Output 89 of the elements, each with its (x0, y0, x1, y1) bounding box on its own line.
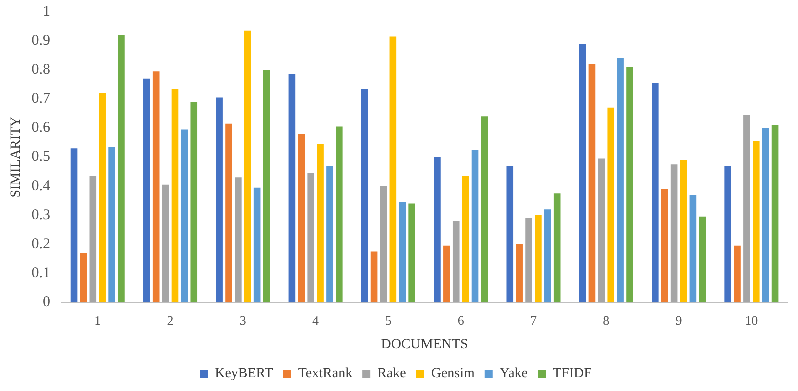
bar (108, 147, 116, 303)
x-tick-label: 1 (94, 312, 102, 328)
bar (452, 221, 460, 303)
bar (734, 246, 741, 303)
bar (288, 74, 296, 303)
bar (598, 158, 606, 303)
bar (152, 72, 160, 303)
legend-label: Yake (500, 366, 528, 382)
y-tick-label: 0.1 (32, 265, 51, 282)
bar (526, 218, 532, 303)
bar (70, 148, 78, 303)
y-tick-label: 0 (43, 294, 51, 311)
bar (226, 124, 232, 303)
x-axis-title: DOCUMENTS (381, 337, 468, 352)
bar (298, 134, 306, 303)
x-tick-label: 4 (312, 312, 320, 328)
bar (544, 210, 552, 303)
bar (216, 98, 223, 303)
bar (399, 202, 406, 303)
bar (617, 58, 624, 303)
legend-label: TextRank (298, 366, 353, 382)
bar (90, 176, 97, 303)
bar (724, 166, 732, 303)
bar (554, 194, 561, 303)
bar (326, 166, 334, 303)
bar (162, 184, 170, 303)
y-tick-label: 0.5 (32, 149, 51, 166)
bar (408, 204, 416, 303)
bar (370, 252, 378, 303)
legend-label: KeyBERT (215, 366, 274, 382)
bar (516, 244, 523, 303)
y-tick-label: 0.8 (32, 62, 51, 78)
bar (626, 67, 634, 303)
bar (361, 89, 368, 303)
y-tick-label: 0.2 (32, 236, 51, 252)
bar (744, 115, 750, 303)
bar (472, 150, 479, 303)
x-tick-label: 9 (676, 312, 682, 328)
bar (661, 189, 668, 303)
bar (444, 246, 450, 303)
bar (680, 160, 688, 303)
bar (481, 116, 488, 303)
bar (99, 93, 106, 303)
bar (172, 89, 179, 303)
y-axis-title: SIMILARITY (9, 116, 24, 198)
bar (390, 36, 397, 303)
bar (181, 130, 188, 303)
bar (762, 128, 770, 303)
y-tick-label: 1 (43, 4, 51, 20)
x-tick-label: 2 (167, 312, 174, 328)
x-tick-label: 7 (530, 312, 538, 328)
x-tick-label: 5 (385, 312, 392, 328)
bar (588, 64, 596, 303)
bar (308, 173, 314, 303)
bar (380, 186, 388, 303)
bar (690, 195, 697, 303)
bar (263, 70, 270, 303)
bar (317, 144, 324, 303)
y-tick-label: 0.9 (32, 33, 51, 49)
y-tick-label: 0.4 (32, 178, 52, 194)
bar (670, 164, 678, 303)
y-tick-label: 0.7 (32, 91, 52, 108)
bar (336, 126, 343, 303)
y-tick-label: 0.6 (32, 120, 52, 136)
x-tick-label: 6 (458, 312, 465, 328)
legend-label: Rake (378, 366, 406, 382)
bar (462, 176, 470, 303)
bar (235, 178, 242, 303)
bar (506, 166, 514, 303)
bar (144, 78, 150, 303)
x-tick-label: 3 (240, 312, 246, 328)
bar (535, 215, 542, 303)
bar (579, 44, 586, 303)
legend-label: TFIDF (553, 366, 592, 382)
bar (434, 157, 441, 303)
legend-label: Gensim (431, 366, 475, 382)
bar (608, 108, 615, 303)
bar (118, 35, 125, 303)
bar (190, 102, 198, 303)
bar (772, 125, 779, 303)
bar (254, 188, 261, 303)
x-tick-label: 10 (745, 312, 758, 328)
bar (80, 253, 88, 303)
bar (699, 216, 706, 303)
bar (652, 83, 659, 303)
x-tick-label: 8 (603, 312, 610, 328)
y-tick-label: 0.3 (32, 207, 51, 224)
bar (753, 141, 760, 303)
bar (244, 30, 252, 303)
